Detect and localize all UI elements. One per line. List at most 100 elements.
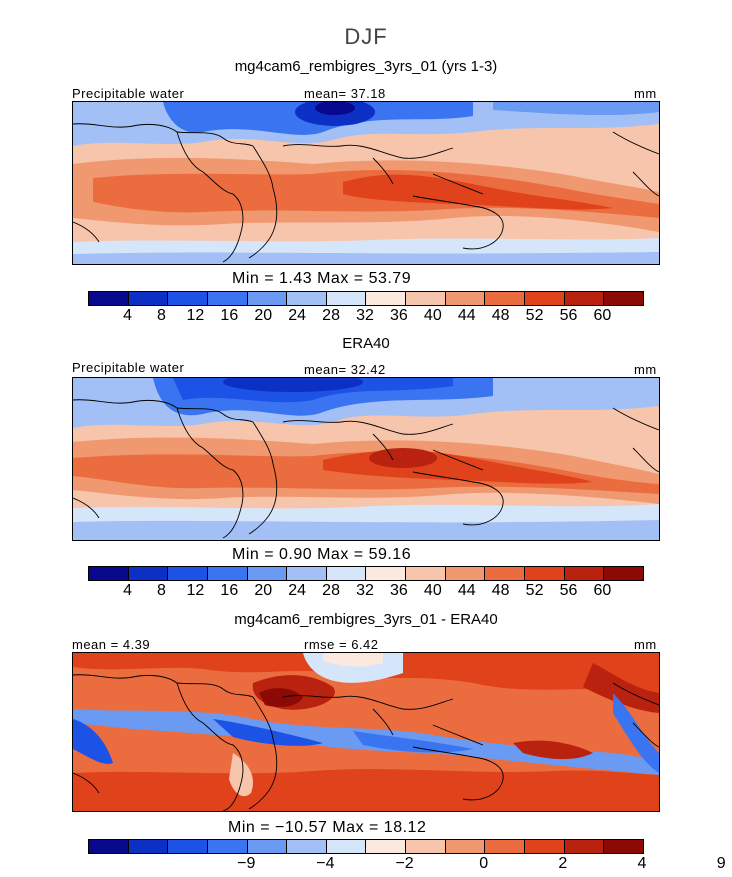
colorbar-swatch bbox=[128, 567, 169, 580]
colorbar-swatch bbox=[564, 567, 605, 580]
colorbar-swatch bbox=[287, 840, 327, 853]
colorbar-tick-label: 52 bbox=[525, 582, 544, 599]
colorbar-swatch bbox=[525, 567, 565, 580]
panel-2-units: mm bbox=[634, 362, 657, 377]
panel-1-variable-label: Precipitable water bbox=[72, 86, 185, 101]
colorbar-tick-label: 60 bbox=[593, 307, 612, 324]
colorbar-tick-label: 24 bbox=[288, 307, 307, 324]
colorbar-tick-label: −4 bbox=[316, 855, 335, 872]
colorbar-swatch bbox=[366, 567, 407, 580]
panel-1-units: mm bbox=[634, 86, 657, 101]
colorbar-tick-label: 4 bbox=[123, 582, 133, 599]
colorbar-tick-label: 36 bbox=[390, 307, 408, 324]
colorbar-tick-label: −9 bbox=[237, 855, 256, 872]
panel-1-colorbar bbox=[88, 291, 644, 306]
colorbar-tick-label: 16 bbox=[220, 582, 239, 599]
colorbar-tick-label: 20 bbox=[254, 307, 273, 324]
colorbar-swatch bbox=[445, 567, 486, 580]
panel-1-map bbox=[72, 101, 660, 265]
panel-2-title: ERA40 bbox=[342, 335, 390, 352]
colorbar-tick-label: −2 bbox=[395, 855, 414, 872]
figure-title: DJF bbox=[344, 24, 388, 49]
panel-3-colorbar bbox=[88, 839, 644, 854]
colorbar-swatch bbox=[207, 840, 248, 853]
colorbar-swatch bbox=[604, 292, 643, 305]
panel-3-map bbox=[72, 652, 660, 812]
colorbar-tick-label: 52 bbox=[525, 307, 544, 324]
colorbar-swatch bbox=[485, 567, 526, 580]
colorbar-swatch bbox=[207, 292, 248, 305]
colorbar-tick-label: 2 bbox=[558, 855, 568, 872]
panel-2-colorbar-ticks: 4 8 12 16 20 24 28 32 36 40 44 48 52 56 60 bbox=[88, 582, 642, 600]
colorbar-swatch bbox=[445, 840, 486, 853]
colorbar-swatch bbox=[247, 840, 288, 853]
colorbar-swatch bbox=[247, 567, 288, 580]
colorbar-swatch bbox=[168, 840, 208, 853]
colorbar-swatch bbox=[485, 840, 526, 853]
colorbar-tick-label: 4 bbox=[123, 307, 133, 324]
colorbar-tick-label: 44 bbox=[457, 582, 476, 599]
panel-2-variable-label: Precipitable water bbox=[72, 360, 185, 375]
colorbar-swatch bbox=[525, 292, 565, 305]
colorbar-tick-label: 40 bbox=[423, 307, 442, 324]
panel-3-colorbar-ticks: −9 −4 −2 0 2 4 9 bbox=[88, 855, 725, 873]
panel-2-colorbar bbox=[88, 566, 644, 581]
colorbar-swatch bbox=[247, 292, 288, 305]
colorbar-tick-label: 32 bbox=[356, 307, 374, 324]
colorbar-swatch bbox=[326, 840, 367, 853]
panel-1-colorbar-ticks: 4 8 12 16 20 24 28 32 36 40 44 48 52 56 60 bbox=[88, 307, 642, 325]
colorbar-tick-label: 56 bbox=[559, 582, 578, 599]
colorbar-tick-label: 24 bbox=[288, 582, 307, 599]
panel-1-mean-label: mean= 37.18 bbox=[304, 86, 386, 101]
panel-1-title: mg4cam6_rembigres_3yrs_01 (yrs 1-3) bbox=[234, 58, 498, 75]
colorbar-tick-label: 20 bbox=[254, 582, 273, 599]
panel-2-map bbox=[72, 377, 660, 541]
colorbar-swatch bbox=[406, 292, 446, 305]
colorbar-tick-label: 56 bbox=[559, 307, 578, 324]
panel-3-units: mm bbox=[634, 637, 657, 652]
colorbar-swatch bbox=[326, 567, 367, 580]
colorbar-swatch bbox=[525, 840, 565, 853]
colorbar-swatch bbox=[287, 292, 327, 305]
panel-3-mean-label: mean = 4.39 bbox=[72, 637, 151, 652]
colorbar-swatch bbox=[89, 567, 129, 580]
colorbar-tick-label: 12 bbox=[186, 307, 205, 324]
colorbar-tick-label: 4 bbox=[637, 855, 647, 872]
panel-2-minmax: Min = 0.90 Max = 59.16 bbox=[232, 546, 412, 563]
colorbar-tick-label: 9 bbox=[716, 855, 726, 872]
colorbar-swatch bbox=[207, 567, 248, 580]
colorbar-swatch bbox=[604, 567, 643, 580]
colorbar-tick-label: 48 bbox=[491, 307, 510, 324]
colorbar-tick-label: 8 bbox=[157, 582, 166, 599]
colorbar-tick-label: 12 bbox=[186, 582, 205, 599]
colorbar-tick-label: 40 bbox=[423, 582, 442, 599]
colorbar-swatch bbox=[564, 840, 605, 853]
panel-1-minmax: Min = 1.43 Max = 53.79 bbox=[232, 270, 412, 287]
colorbar-swatch bbox=[168, 292, 208, 305]
panel-3-minmax: Min = −10.57 Max = 18.12 bbox=[228, 819, 427, 836]
colorbar-swatch bbox=[604, 840, 643, 853]
panel-3-title: mg4cam6_rembigres_3yrs_01 - ERA40 bbox=[234, 611, 498, 628]
colorbar-swatch bbox=[168, 567, 208, 580]
colorbar-tick-label: 32 bbox=[356, 582, 374, 599]
colorbar-swatch bbox=[366, 840, 407, 853]
colorbar-tick-label: 28 bbox=[322, 582, 340, 599]
colorbar-tick-label: 44 bbox=[457, 307, 476, 324]
colorbar-swatch bbox=[89, 292, 129, 305]
colorbar-swatch bbox=[366, 292, 407, 305]
colorbar-swatch bbox=[564, 292, 605, 305]
colorbar-swatch bbox=[89, 840, 129, 853]
colorbar-swatch bbox=[128, 840, 169, 853]
colorbar-tick-label: 48 bbox=[491, 582, 510, 599]
colorbar-swatch bbox=[287, 567, 327, 580]
colorbar-tick-label: 28 bbox=[322, 307, 340, 324]
panel-2-mean-label: mean= 32.42 bbox=[304, 362, 386, 377]
colorbar-tick-label: 8 bbox=[157, 307, 166, 324]
panel-3-rmse-label: rmse = 6.42 bbox=[304, 637, 379, 652]
colorbar-swatch bbox=[128, 292, 169, 305]
colorbar-tick-label: 16 bbox=[220, 307, 239, 324]
colorbar-tick-label: 60 bbox=[593, 582, 612, 599]
colorbar-swatch bbox=[326, 292, 367, 305]
colorbar-tick-label: 0 bbox=[479, 855, 489, 872]
colorbar-tick-label: 36 bbox=[390, 582, 408, 599]
